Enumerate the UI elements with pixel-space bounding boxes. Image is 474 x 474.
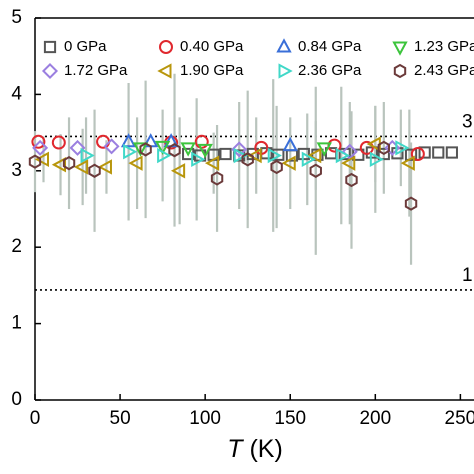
- marker: [157, 63, 172, 79]
- marker: [180, 142, 196, 157]
- marker: [307, 147, 322, 164]
- marker: [31, 134, 46, 149]
- marker: [341, 155, 356, 171]
- marker: [41, 62, 59, 80]
- marker: [168, 143, 181, 158]
- marker: [418, 146, 431, 159]
- legend-label: 2.36 GPa: [298, 62, 362, 79]
- marker: [88, 163, 101, 178]
- x-label-italic: T: [227, 435, 244, 463]
- marker: [32, 139, 49, 156]
- x-tick-label: 100: [189, 408, 221, 429]
- marker: [267, 147, 282, 164]
- marker: [103, 138, 120, 155]
- legend-label: 0.84 GPa: [298, 38, 362, 55]
- marker: [278, 63, 293, 79]
- marker: [272, 148, 285, 161]
- marker: [301, 151, 316, 168]
- y-tick-label: 2: [11, 236, 22, 257]
- marker: [34, 151, 50, 168]
- legend-label: 1.23 GPa: [414, 38, 474, 55]
- reference-label: 1: [462, 265, 473, 286]
- x-axis-label: T (K): [227, 435, 283, 463]
- marker: [62, 156, 76, 171]
- marker: [204, 155, 220, 171]
- marker: [191, 151, 206, 168]
- y-tick-label: 5: [11, 7, 22, 28]
- marker: [139, 142, 152, 157]
- marker: [352, 148, 365, 161]
- marker: [97, 159, 112, 175]
- x-tick-label: 200: [359, 408, 391, 429]
- marker: [377, 140, 391, 156]
- marker: [69, 139, 86, 156]
- marker: [316, 142, 332, 157]
- x-tick-label: 50: [110, 408, 131, 429]
- marker: [154, 140, 171, 156]
- marker: [43, 40, 57, 54]
- reference-label: 3: [462, 111, 473, 132]
- legend-label: 1.90 GPa: [180, 62, 244, 79]
- y-tick-label: 3: [11, 160, 22, 181]
- marker: [393, 63, 407, 79]
- legend-label: 1.72 GPa: [64, 62, 128, 79]
- legend-label: 0 GPa: [64, 38, 107, 55]
- marker: [432, 146, 445, 159]
- marker: [395, 140, 410, 156]
- marker: [445, 146, 458, 159]
- x-tick-label: 0: [30, 408, 41, 429]
- marker: [28, 154, 42, 169]
- marker: [392, 41, 408, 56]
- marker: [410, 146, 425, 161]
- marker: [341, 143, 358, 160]
- marker: [276, 38, 292, 53]
- marker: [335, 147, 350, 164]
- marker: [297, 147, 310, 161]
- marker: [157, 147, 172, 164]
- marker: [132, 142, 149, 157]
- marker: [219, 147, 232, 161]
- marker: [345, 172, 358, 188]
- marker: [120, 133, 137, 148]
- x-tick-label: 250: [445, 408, 474, 429]
- marker: [80, 147, 95, 164]
- marker: [170, 163, 186, 179]
- marker: [241, 152, 254, 167]
- marker: [309, 163, 322, 178]
- x-label-rest: (K): [243, 435, 283, 463]
- x-tick-label: 150: [274, 408, 306, 429]
- legend-label: 2.43 GPa: [414, 62, 474, 79]
- marker: [400, 155, 415, 171]
- marker: [233, 147, 248, 164]
- marker: [51, 157, 67, 173]
- marker: [281, 155, 296, 171]
- y-tick-label: 1: [11, 313, 22, 334]
- marker: [159, 40, 173, 54]
- marker: [247, 147, 262, 164]
- marker: [404, 196, 418, 211]
- y-tick-label: 0: [11, 389, 22, 410]
- marker: [73, 159, 89, 175]
- y-tick-label: 4: [11, 83, 22, 104]
- marker: [270, 159, 283, 175]
- marker: [231, 141, 248, 158]
- marker: [359, 140, 374, 155]
- marker: [282, 136, 298, 152]
- marker: [51, 135, 66, 150]
- legend-label: 0.40 GPa: [180, 38, 244, 55]
- marker: [369, 151, 385, 168]
- marker: [210, 171, 224, 186]
- marker: [182, 147, 195, 161]
- marker: [197, 143, 213, 159]
- marker: [128, 155, 143, 171]
- marker: [123, 144, 138, 160]
